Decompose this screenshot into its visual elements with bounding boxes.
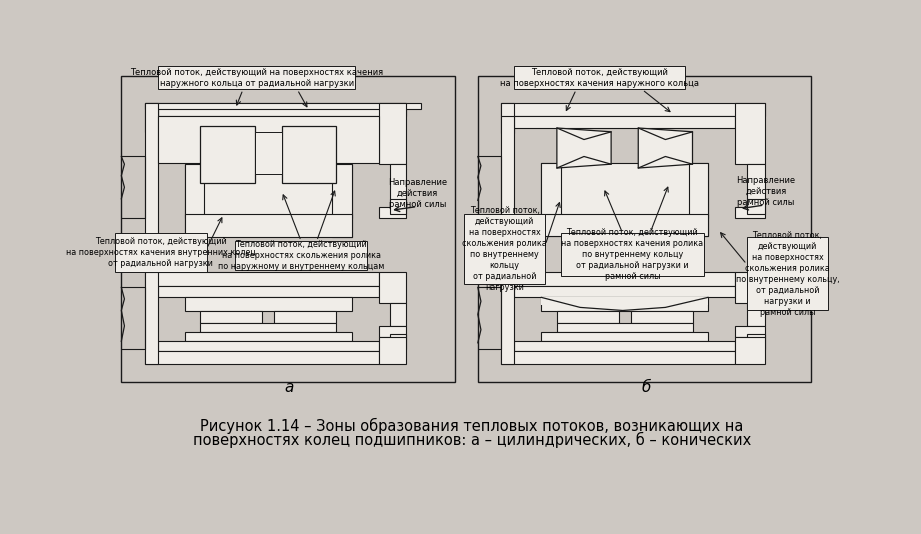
Bar [542, 163, 561, 236]
Bar [501, 272, 735, 286]
Bar [379, 337, 406, 364]
Bar [185, 214, 352, 237]
Bar [542, 332, 708, 341]
Bar [282, 125, 336, 184]
Bar [379, 103, 406, 164]
Bar [735, 326, 764, 337]
Bar [689, 163, 708, 236]
Polygon shape [557, 128, 612, 168]
Bar [157, 66, 356, 90]
Bar [379, 207, 406, 218]
Bar [201, 125, 254, 184]
Bar [157, 286, 379, 297]
Bar [542, 163, 708, 218]
Bar [501, 103, 764, 116]
Polygon shape [638, 128, 693, 168]
Bar [254, 132, 282, 174]
Text: Тепловой поток, действующий на поверхностях качения
наружного кольца от радиальн: Тепловой поток, действующий на поверхнос… [130, 68, 383, 88]
Bar [201, 311, 262, 323]
Bar [501, 116, 514, 270]
Bar [478, 76, 811, 382]
Text: Тепловой поток, действующий
на поверхностях качения внутренних колец
от радиальн: Тепловой поток, действующий на поверхнос… [66, 237, 256, 268]
Bar [464, 214, 545, 284]
Bar [145, 272, 157, 364]
Bar [115, 233, 206, 272]
Bar [514, 286, 735, 297]
Bar [157, 341, 379, 350]
Bar [557, 323, 693, 332]
Bar [501, 272, 514, 364]
Bar [514, 66, 684, 90]
Bar [542, 214, 708, 236]
Bar [735, 103, 764, 164]
Bar [379, 326, 406, 337]
Bar [735, 272, 764, 303]
Bar [145, 103, 157, 132]
Bar [332, 164, 352, 237]
Text: Направление
действия
рамной силы: Направление действия рамной силы [388, 178, 447, 209]
Bar [391, 164, 406, 210]
Bar [747, 303, 764, 326]
Bar [201, 323, 336, 332]
Bar [157, 103, 406, 116]
Text: поверхностях колец подшипников: а – цилиндрических, б – конических: поверхностях колец подшипников: а – цили… [192, 432, 751, 449]
Bar [735, 337, 764, 364]
Bar [185, 297, 352, 311]
Bar [561, 233, 705, 276]
Bar [542, 297, 708, 311]
Text: Тепловой поток, действующий
на поверхностях качения ролика
по внутреннему кольцу: Тепловой поток, действующий на поверхнос… [562, 228, 704, 281]
Bar [542, 297, 708, 305]
Bar [391, 334, 406, 349]
Bar [557, 311, 619, 323]
Bar [145, 103, 157, 272]
Text: Тепловой поток,
действующий
на поверхностях
скольжения ролика
по внутреннему кол: Тепловой поток, действующий на поверхнос… [736, 231, 839, 317]
Bar [145, 103, 421, 109]
Bar [185, 164, 352, 218]
Bar [157, 116, 379, 163]
Text: Тепловой поток,
действующий
на поверхностях
скольжения ролика
по внутреннему
кол: Тепловой поток, действующий на поверхнос… [462, 206, 547, 292]
Text: Тепловой поток, действующий
на поверхностях скольжения ролика
по наружному и вну: Тепловой поток, действующий на поверхнос… [218, 240, 384, 271]
Bar [501, 350, 735, 364]
Bar [747, 199, 764, 214]
Bar [747, 334, 764, 349]
Bar [145, 272, 379, 286]
Text: Рисунок 1.14 – Зоны образования тепловых потоков, возникающих на: Рисунок 1.14 – Зоны образования тепловых… [200, 418, 743, 435]
Bar [185, 164, 204, 237]
Bar [145, 350, 379, 364]
Bar [122, 76, 455, 382]
Bar [631, 311, 693, 323]
Text: а: а [285, 380, 294, 395]
Text: Направление
действия
рамной силы: Направление действия рамной силы [737, 176, 796, 207]
Bar [501, 103, 514, 134]
Text: Тепловой поток, действующий
на поверхностях качения наружного кольца: Тепловой поток, действующий на поверхнос… [500, 68, 699, 88]
Bar [391, 303, 406, 326]
Bar [514, 116, 735, 128]
Bar [735, 207, 764, 218]
Text: б: б [641, 380, 651, 395]
Bar [185, 332, 352, 341]
Bar [379, 272, 406, 303]
Bar [514, 341, 735, 350]
Bar [391, 199, 406, 214]
Bar [235, 241, 367, 270]
Bar [747, 164, 764, 207]
Bar [274, 311, 336, 323]
Bar [747, 237, 828, 310]
